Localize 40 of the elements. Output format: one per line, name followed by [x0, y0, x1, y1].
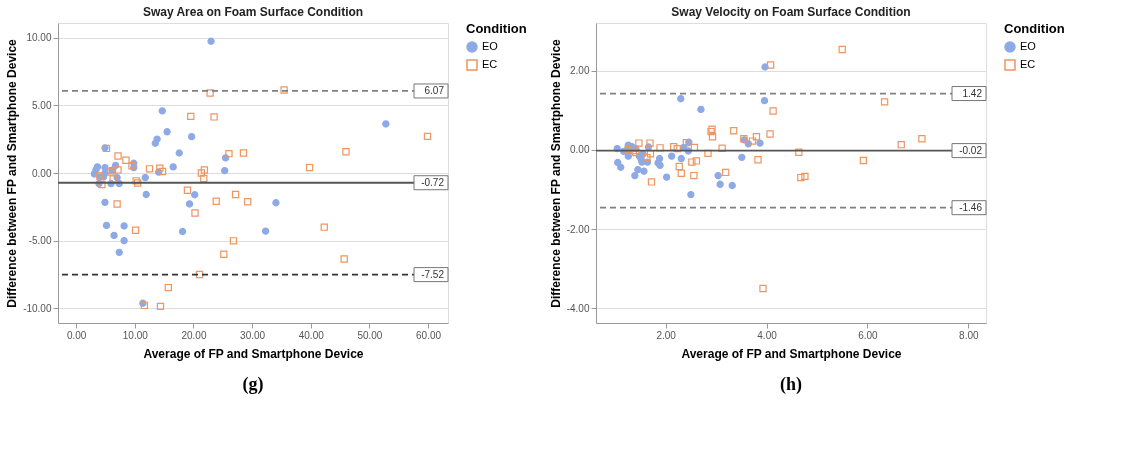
legend-label: EO: [1020, 40, 1037, 52]
ref-line-label: -1.46: [959, 201, 983, 213]
y-tick-label: 2.00: [570, 65, 590, 77]
ref-line-label: -0.72: [421, 176, 445, 188]
x-tick-label: 10.00: [122, 329, 149, 341]
text: (g): [242, 374, 264, 395]
x-tick-label: 2.00: [656, 329, 677, 341]
legend-title: Condition: [466, 21, 527, 36]
x-axis-title: Average of FP and Smartphone Device: [143, 346, 364, 361]
legend-label: EO: [482, 40, 499, 52]
y-tick-label: -5.00: [28, 235, 52, 247]
x-tick-label: 50.00: [357, 329, 383, 341]
x-tick-label: 8.00: [959, 329, 980, 341]
y-tick-label: 0.00: [570, 144, 590, 156]
x-tick-label: 6.00: [858, 329, 879, 341]
x-tick-label: 30.00: [240, 329, 266, 341]
legend-title: Condition: [1004, 21, 1065, 36]
y-tick-label: -2.00: [566, 223, 590, 235]
y-tick-label: 0.00: [32, 167, 52, 179]
y-axis-title: Difference between FP and Smartphone Device: [548, 38, 563, 308]
ref-line-label: 1.42: [962, 87, 983, 99]
x-tick-label: 40.00: [298, 329, 325, 341]
y-tick-label: -10.00: [23, 302, 52, 314]
chart-title: Sway Area on Foam Surface Condition: [142, 5, 364, 19]
ref-line-label: 6.07: [424, 84, 445, 96]
ref-line-label: -7.52: [421, 268, 445, 280]
y-tick-label: -4.00: [566, 302, 590, 314]
x-tick-label: 0.00: [66, 329, 87, 341]
legend-label: EC: [482, 58, 498, 70]
y-axis-title: Difference between FP and Smartphone Device: [5, 38, 20, 308]
legend-label: EC: [1020, 58, 1036, 70]
text: (h): [780, 374, 802, 395]
x-tick-label: 60.00: [416, 329, 442, 341]
y-tick-label: 5.00: [32, 99, 52, 111]
x-axis-title: Average of FP and Smartphone Device: [681, 346, 902, 361]
y-tick-label: 10.00: [26, 32, 52, 44]
x-tick-label: 20.00: [181, 329, 207, 341]
chart-title: Sway Velocity on Foam Surface Condition: [671, 5, 911, 19]
ref-line-label: -0.02: [959, 144, 983, 156]
x-tick-label: 4.00: [757, 329, 778, 341]
